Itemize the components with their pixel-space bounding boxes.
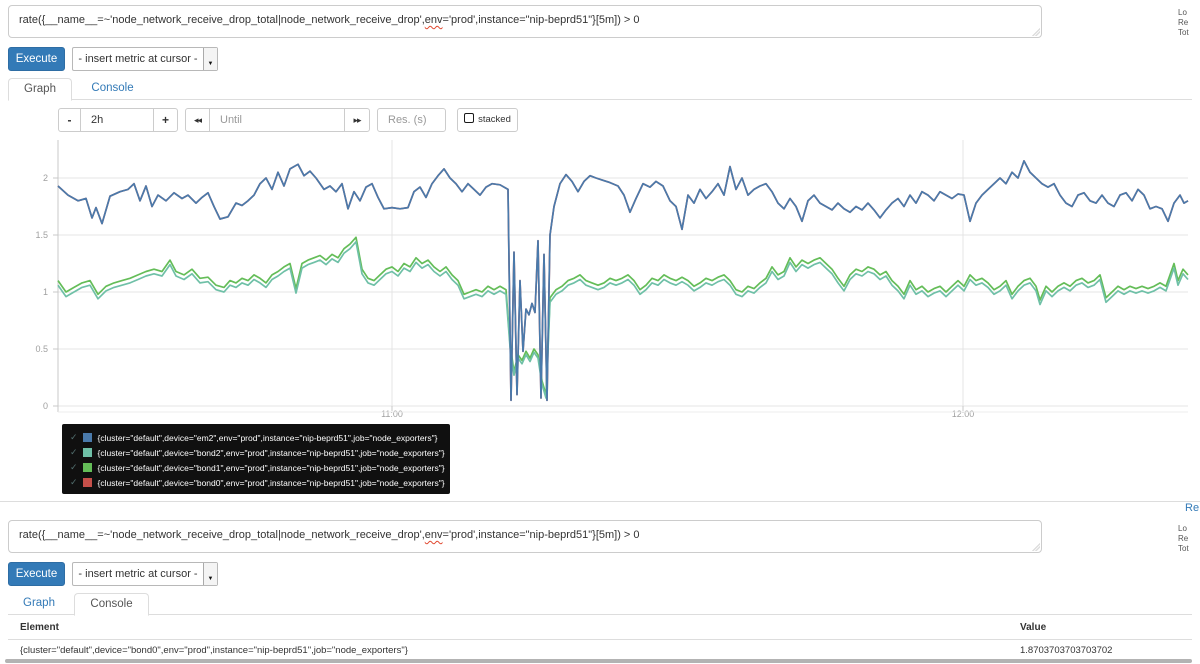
- resize-grip-icon[interactable]: [1031, 542, 1040, 551]
- query-stats-2: Lo Re Tot: [1178, 524, 1200, 554]
- remove-graph-link[interactable]: Re: [1185, 502, 1200, 514]
- legend-item[interactable]: ✓ {cluster="default",device="em2",env="pr…: [62, 430, 450, 445]
- svg-text:1: 1: [43, 287, 48, 297]
- value-cell: 1.8703703703703702: [1020, 645, 1113, 656]
- series-swatch-icon: [82, 478, 92, 487]
- horizontal-scrollbar[interactable]: [5, 659, 1192, 663]
- tab-bar-2: Graph Console: [8, 592, 1192, 616]
- svg-text:1.5: 1.5: [35, 230, 48, 240]
- resize-grip-icon[interactable]: [1031, 27, 1040, 36]
- query-input-2[interactable]: rate({__name__=~'node_network_receive_dr…: [8, 520, 1042, 553]
- resolution-input[interactable]: [377, 108, 446, 132]
- series-swatch-icon: [82, 448, 92, 457]
- execute-button-1[interactable]: Execute: [8, 47, 65, 71]
- metric-select-1[interactable]: - insert metric at cursor - ▼: [72, 47, 218, 71]
- check-icon: ✓: [70, 432, 78, 442]
- tab-graph-2[interactable]: Graph: [23, 597, 55, 609]
- series-label: {cluster="default",device="bond1",env="p…: [97, 462, 445, 473]
- series-line-bond0[interactable]: [57, 160, 1189, 402]
- chevron-down-icon[interactable]: ▼: [203, 48, 217, 70]
- value-header: Value: [1020, 622, 1047, 633]
- time-back-button[interactable]: ◂◂: [185, 108, 210, 132]
- time-forward-button[interactable]: ▸▸: [344, 108, 370, 132]
- series-line-em2[interactable]: [57, 160, 1189, 402]
- series-label: {cluster="default",device="em2",env="pro…: [97, 432, 438, 443]
- element-header: Element: [20, 622, 59, 633]
- series-line-bond1[interactable]: [57, 236, 1189, 396]
- series-line-bond2[interactable]: [57, 240, 1189, 399]
- query-input-1[interactable]: rate({__name__=~'node_network_receive_dr…: [8, 5, 1042, 38]
- tab-graph-1[interactable]: Graph: [8, 78, 72, 101]
- load-time-label: Lo: [1178, 524, 1187, 533]
- range-decrease-button[interactable]: -: [58, 108, 81, 132]
- legend-item[interactable]: ✓ {cluster="default",device="bond0",env="…: [62, 475, 450, 490]
- resolution-label: Re: [1178, 534, 1189, 543]
- svg-text:12:00: 12:00: [952, 409, 975, 419]
- metric-select-value: - insert metric at cursor -: [78, 568, 198, 580]
- query-stats-1: Lo Re Tot: [1178, 8, 1200, 38]
- svg-text:0: 0: [43, 401, 48, 411]
- range-input[interactable]: [80, 108, 154, 132]
- check-icon: ✓: [70, 447, 78, 457]
- panel-divider: [0, 501, 1200, 502]
- execute-button-2[interactable]: Execute: [8, 562, 65, 586]
- svg-text:0.5: 0.5: [35, 344, 48, 354]
- check-icon: ✓: [70, 462, 78, 472]
- svg-text:11:00: 11:00: [381, 409, 403, 419]
- total-series-label: Tot: [1178, 28, 1189, 37]
- chevron-down-icon[interactable]: ▼: [203, 563, 217, 585]
- legend-item[interactable]: ✓ {cluster="default",device="bond2",env="…: [62, 445, 450, 460]
- check-icon: ✓: [70, 477, 78, 487]
- metric-select-2[interactable]: - insert metric at cursor - ▼: [72, 562, 218, 586]
- load-time-label: Lo: [1178, 8, 1187, 17]
- series-swatch-icon: [82, 433, 92, 442]
- console-table: Element Value {cluster="default",device=…: [8, 615, 1192, 662]
- stacked-toggle[interactable]: stacked: [457, 108, 518, 132]
- graph-legend: ✓ {cluster="default",device="em2",env="pr…: [62, 424, 450, 494]
- series-label: {cluster="default",device="bond2",env="p…: [97, 447, 445, 458]
- checkbox-icon: [464, 113, 475, 123]
- element-cell: {cluster="default",device="bond0",env="p…: [20, 645, 408, 656]
- stacked-label: stacked: [478, 114, 511, 125]
- total-series-label: Tot: [1178, 544, 1189, 553]
- legend-item[interactable]: ✓ {cluster="default",device="bond1",env="…: [62, 460, 450, 475]
- resolution-label: Re: [1178, 18, 1189, 27]
- tab-console-2[interactable]: Console: [74, 593, 149, 616]
- tab-console-1[interactable]: Console: [91, 82, 134, 94]
- series-swatch-icon: [82, 463, 92, 472]
- metric-select-value: - insert metric at cursor -: [78, 53, 198, 65]
- svg-text:2: 2: [43, 173, 48, 183]
- graph-canvas[interactable]: 0 0.5 1 1.5 2 11:00 12:00: [28, 140, 1192, 424]
- series-label: {cluster="default",device="bond0",env="p…: [97, 477, 445, 488]
- range-increase-button[interactable]: +: [153, 108, 178, 132]
- until-input[interactable]: [209, 108, 345, 132]
- console-table-header: Element Value: [8, 615, 1192, 640]
- tab-bar-1: Graph Console: [8, 77, 1192, 101]
